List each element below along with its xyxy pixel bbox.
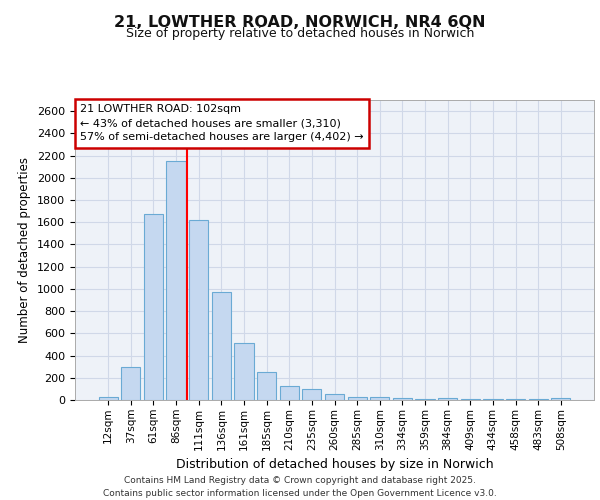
Bar [98,397,118,400]
Text: Contains HM Land Registry data © Crown copyright and database right 2025.
Contai: Contains HM Land Registry data © Crown c… [103,476,497,498]
Bar [257,372,276,400]
Bar [370,396,389,400]
Bar [280,386,299,400]
X-axis label: Distribution of detached houses by size in Norwich: Distribution of detached houses by size … [176,458,493,471]
Bar [121,366,140,400]
Bar [393,398,412,400]
Text: 21 LOWTHER ROAD: 102sqm
← 43% of detached houses are smaller (3,310)
57% of semi: 21 LOWTHER ROAD: 102sqm ← 43% of detache… [80,104,364,142]
Bar [144,214,163,400]
Text: 21, LOWTHER ROAD, NORWICH, NR4 6QN: 21, LOWTHER ROAD, NORWICH, NR4 6QN [114,15,486,30]
Bar [438,398,457,400]
Bar [347,396,367,400]
Bar [235,344,254,400]
Y-axis label: Number of detached properties: Number of detached properties [19,157,31,343]
Bar [189,220,208,400]
Bar [302,389,322,400]
Bar [325,394,344,400]
Bar [212,292,231,400]
Bar [166,161,186,400]
Bar [551,398,571,400]
Text: Size of property relative to detached houses in Norwich: Size of property relative to detached ho… [126,28,474,40]
